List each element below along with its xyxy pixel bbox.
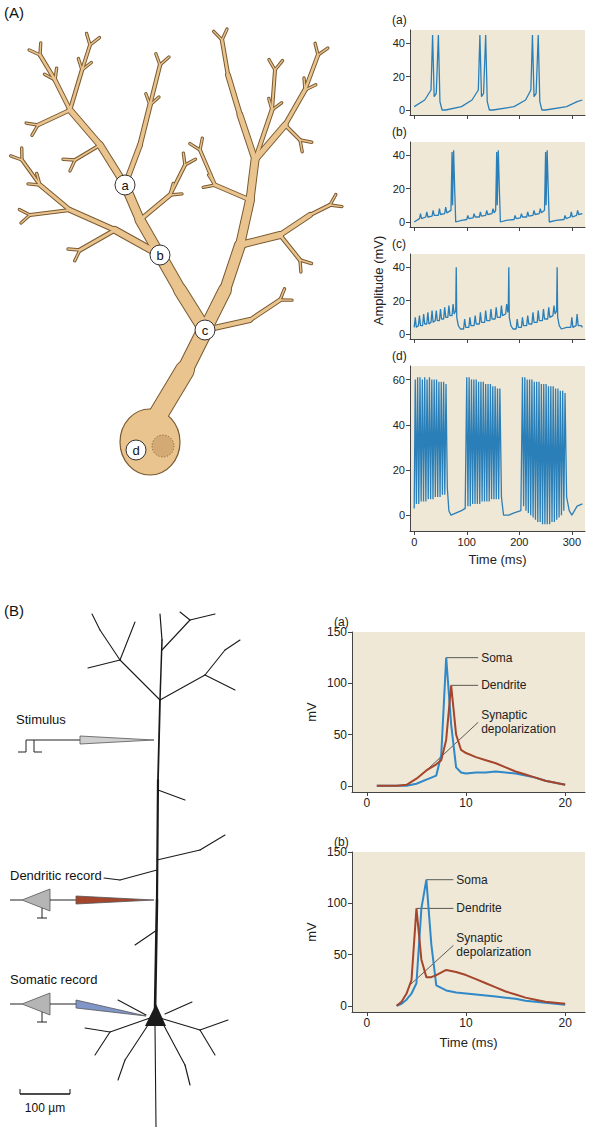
svg-text:mV: mV xyxy=(304,922,319,942)
svg-text:20: 20 xyxy=(393,71,405,83)
svg-text:40: 40 xyxy=(393,419,405,431)
svg-text:150: 150 xyxy=(327,625,347,639)
svg-text:Dendrite: Dendrite xyxy=(481,678,527,692)
svg-text:100: 100 xyxy=(327,896,347,910)
svg-text:50: 50 xyxy=(334,948,348,962)
svg-text:50: 50 xyxy=(334,728,348,742)
svg-text:0: 0 xyxy=(411,536,417,548)
svg-text:60: 60 xyxy=(393,374,405,386)
svg-text:Time (ms): Time (ms) xyxy=(468,552,526,567)
svg-text:(B): (B) xyxy=(4,602,24,619)
svg-text:100: 100 xyxy=(327,676,347,690)
svg-text:Synaptic: Synaptic xyxy=(481,708,527,722)
svg-text:0: 0 xyxy=(399,216,405,228)
svg-text:0: 0 xyxy=(364,796,371,810)
svg-text:0: 0 xyxy=(399,104,405,116)
svg-text:Somatic record: Somatic record xyxy=(10,972,97,987)
svg-text:200: 200 xyxy=(510,536,528,548)
svg-text:Time (ms): Time (ms) xyxy=(439,1035,497,1050)
svg-text:(A): (A) xyxy=(4,4,24,21)
svg-text:a: a xyxy=(121,178,129,193)
svg-text:40: 40 xyxy=(393,149,405,161)
svg-text:40: 40 xyxy=(393,37,405,49)
svg-text:100 µm: 100 µm xyxy=(25,1101,65,1115)
svg-text:Soma: Soma xyxy=(481,651,513,665)
svg-text:(d): (d) xyxy=(392,349,407,363)
svg-text:0: 0 xyxy=(340,999,347,1013)
svg-text:0: 0 xyxy=(364,1016,371,1030)
svg-text:(a): (a) xyxy=(392,13,407,27)
svg-text:(c): (c) xyxy=(392,237,406,251)
svg-text:Amplitude (mV): Amplitude (mV) xyxy=(371,236,386,326)
svg-text:c: c xyxy=(202,323,209,338)
svg-text:Stimulus: Stimulus xyxy=(16,712,66,727)
svg-text:(b): (b) xyxy=(334,835,349,849)
svg-text:40: 40 xyxy=(393,261,405,273)
svg-text:(b): (b) xyxy=(392,125,407,139)
svg-text:20: 20 xyxy=(393,183,405,195)
svg-text:150: 150 xyxy=(327,845,347,859)
svg-text:Dendrite: Dendrite xyxy=(456,901,502,915)
svg-text:depolarization: depolarization xyxy=(456,945,531,959)
svg-text:Dendritic record: Dendritic record xyxy=(10,868,102,883)
svg-text:Synaptic: Synaptic xyxy=(456,931,502,945)
svg-text:10: 10 xyxy=(459,1016,473,1030)
svg-text:0: 0 xyxy=(399,509,405,521)
svg-text:b: b xyxy=(156,248,163,263)
svg-text:20: 20 xyxy=(558,796,572,810)
svg-text:10: 10 xyxy=(459,796,473,810)
svg-text:0: 0 xyxy=(399,328,405,340)
svg-text:300: 300 xyxy=(563,536,581,548)
svg-text:20: 20 xyxy=(393,464,405,476)
svg-text:(a): (a) xyxy=(334,615,349,629)
svg-text:0: 0 xyxy=(340,779,347,793)
svg-text:20: 20 xyxy=(393,295,405,307)
svg-text:d: d xyxy=(132,443,139,458)
svg-text:depolarization: depolarization xyxy=(481,722,556,736)
svg-text:Soma: Soma xyxy=(456,873,488,887)
svg-text:100: 100 xyxy=(458,536,476,548)
svg-text:mV: mV xyxy=(304,702,319,722)
svg-text:20: 20 xyxy=(558,1016,572,1030)
